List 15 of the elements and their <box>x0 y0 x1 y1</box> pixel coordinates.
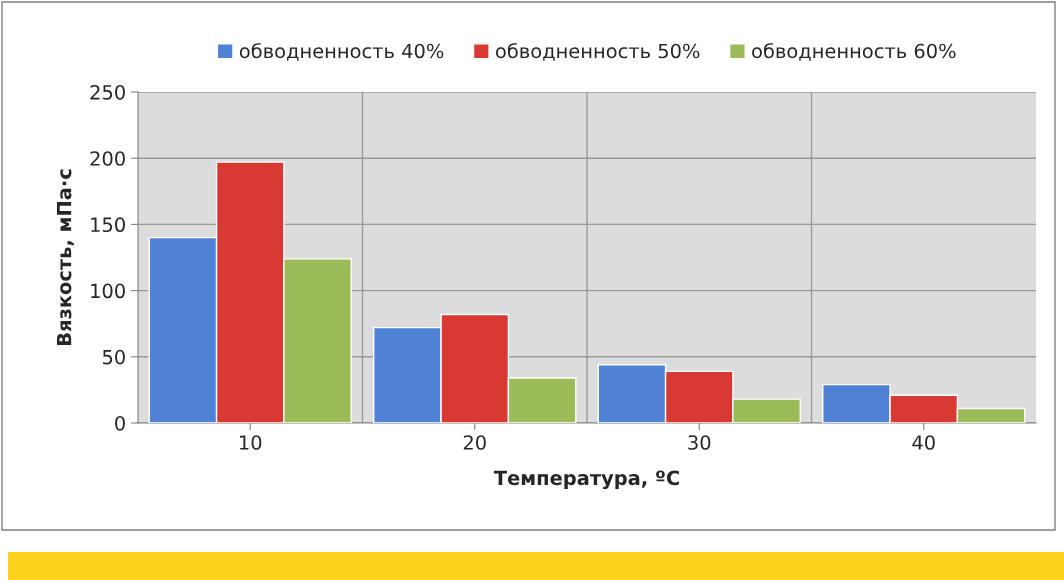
x-tick-label: 40 <box>912 435 935 450</box>
legend-label: обводненность 50% <box>495 42 700 61</box>
y-tick-label: 0 <box>115 415 125 431</box>
y-tick-label: 100 <box>91 283 125 299</box>
legend-label: обводненность 40% <box>239 42 444 61</box>
y-tick-label: 50 <box>102 349 125 365</box>
y-axis-title: Вязкость, мПа·с <box>56 169 74 346</box>
x-tick-label: 20 <box>463 435 486 450</box>
x-tick-label: 10 <box>240 435 262 450</box>
y-tick-label: 200 <box>90 151 125 166</box>
legend-label: обводненность 60% <box>752 42 956 61</box>
y-tick-label: 150 <box>91 217 125 233</box>
x-tick-label: 30 <box>688 435 711 450</box>
y-tick-label: 250 <box>90 84 125 100</box>
x-axis-title: Температура, ºС <box>493 470 679 490</box>
